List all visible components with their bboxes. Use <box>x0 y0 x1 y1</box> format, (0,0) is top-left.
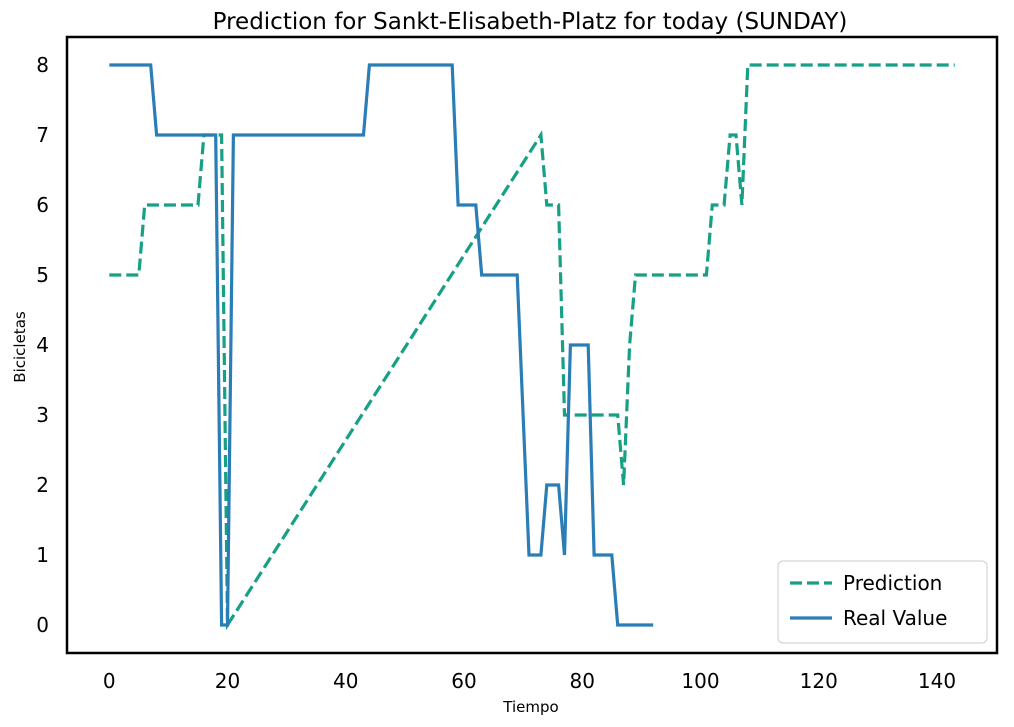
legend: Prediction Real Value <box>777 560 988 644</box>
y-tick-label: 2 <box>36 473 49 497</box>
y-tick-label: 0 <box>36 613 49 637</box>
y-tick-label: 1 <box>36 543 49 567</box>
y-tick-label: 4 <box>36 333 49 357</box>
legend-label-real-value: Real Value <box>843 606 947 630</box>
x-tick-label: 40 <box>333 669 358 693</box>
prediction-line <box>109 63 955 631</box>
x-tick-label: 60 <box>451 669 476 693</box>
y-tick-label: 3 <box>36 403 49 427</box>
y-tick-label: 5 <box>36 263 49 287</box>
y-tick-label: 7 <box>36 123 49 147</box>
x-tick-label: 0 <box>103 669 116 693</box>
chart-title: Prediction for Sankt-Elisabeth-Platz for… <box>213 9 848 35</box>
x-tick-label: 20 <box>215 669 240 693</box>
y-tick-label: 8 <box>36 53 49 77</box>
plot-frame <box>65 35 999 655</box>
x-tick-label: 80 <box>570 669 595 693</box>
x-tick-label: 120 <box>800 669 838 693</box>
x-tick-label: 100 <box>681 669 719 693</box>
real-value-line <box>109 63 654 627</box>
series-lines <box>109 63 955 631</box>
axis-ticks: 0 20 40 60 80 100 120 140 0 1 2 3 4 5 6 7 8 <box>36 53 956 693</box>
y-axis-label: Bicicletas <box>11 311 29 383</box>
legend-label-prediction: Prediction <box>843 571 942 595</box>
plot-area <box>65 35 999 655</box>
y-tick-label: 6 <box>36 193 49 217</box>
x-tick-label: 140 <box>918 669 956 693</box>
x-axis-label: Tiempo <box>502 698 558 716</box>
